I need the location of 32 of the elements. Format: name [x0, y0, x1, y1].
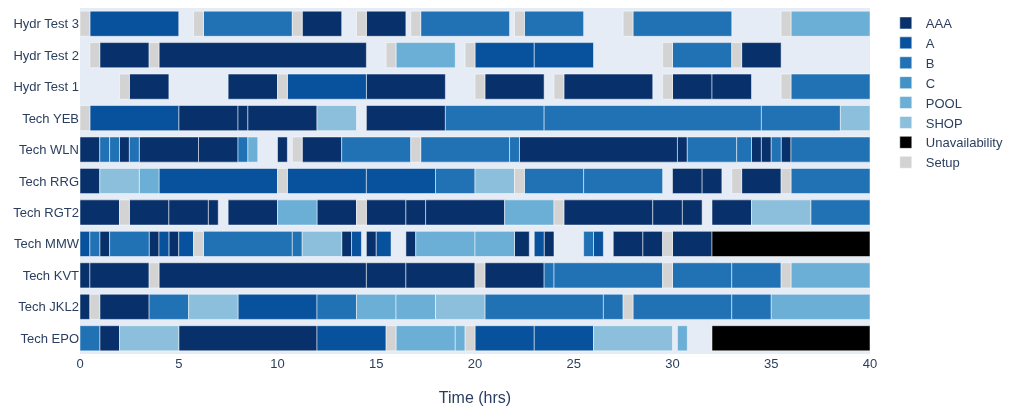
y-tick-label: Tech KVT — [22, 267, 80, 283]
legend-label: C — [925, 75, 936, 91]
x-tick-label: 0 — [76, 356, 84, 371]
x-tick-label: 20 — [467, 356, 483, 371]
x-tick-label: 15 — [369, 356, 384, 371]
x-axis-title: Time (hrs) — [438, 389, 512, 406]
y-tick-label: Hydr Test 3 — [13, 16, 79, 32]
bar — [711, 325, 870, 352]
legend-label: Setup — [925, 155, 960, 171]
y-tick-label: Tech WLN — [19, 142, 79, 158]
y-tick-label: Tech RGT2 — [13, 205, 79, 220]
bar — [277, 136, 288, 163]
x-tick-label: 40 — [862, 356, 878, 371]
y-tick-label: Hydr Test 2 — [13, 47, 79, 63]
x-tick-label: 35 — [764, 356, 779, 371]
legend-label: A — [925, 35, 935, 51]
legend-label: Unavailability — [925, 135, 1003, 151]
bar — [677, 325, 688, 352]
x-tick-label: 25 — [566, 356, 581, 371]
x-tick-label: 30 — [665, 356, 680, 371]
legend-label: POOL — [925, 95, 962, 111]
legend-label: AAA — [925, 16, 953, 32]
y-tick-label: Tech EPO — [20, 330, 79, 346]
x-tick-label: 5 — [175, 356, 183, 371]
y-tick-label: Tech MMW — [14, 236, 80, 252]
legend-label: SHOP — [925, 115, 963, 131]
x-tick-label: 10 — [270, 356, 285, 371]
y-tick-label: Tech RRG — [19, 173, 79, 189]
y-tick-label: Tech YEB — [22, 110, 79, 126]
y-tick-label: Tech JKL2 — [18, 299, 79, 315]
legend-label: B — [925, 55, 935, 71]
y-tick-label: Hydr Test 1 — [13, 79, 79, 95]
